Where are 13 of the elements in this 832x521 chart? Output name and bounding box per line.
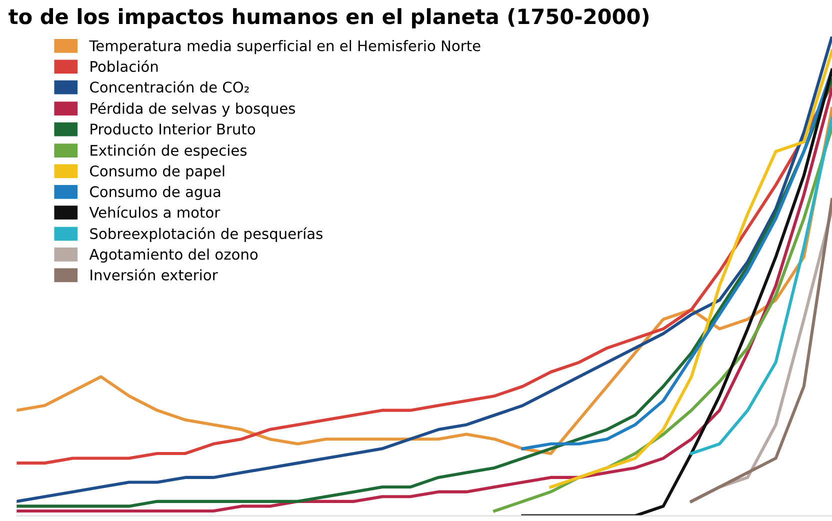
legend-label: Producto Interior Bruto	[90, 123, 256, 135]
legend-label: Población	[90, 60, 158, 72]
chart-title: to de los impactos humanos en el planeta (1750-2000)	[8, 8, 649, 28]
legend-label: Temperatura media superficial en el Hemisferio Norte	[89, 40, 480, 54]
legend-label: Consumo de agua	[90, 186, 220, 200]
legend-label: Agotamiento del ozono	[89, 248, 258, 263]
legend-label: Pérdida de selvas y bosques	[90, 102, 296, 117]
legend-label: Inversión exterior	[90, 268, 218, 280]
legend-label: Consumo de papel	[90, 165, 224, 180]
legend-label: Extinción de especies	[90, 144, 247, 159]
legend-label: Concentración de CO₂	[90, 80, 249, 93]
legend-label: Sobreexplotación de pesquerías	[90, 227, 322, 242]
legend-label: Vehículos a motor	[89, 206, 220, 218]
